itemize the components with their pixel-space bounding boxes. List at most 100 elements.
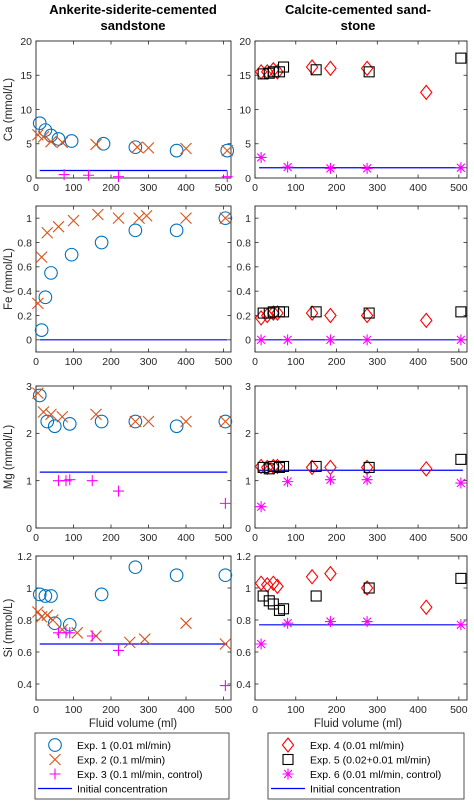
data-point-s3-4 xyxy=(455,162,467,174)
legend-marker-1 xyxy=(281,737,295,753)
y-tick-label: 0.6 xyxy=(236,262,251,274)
data-point-s2-0 xyxy=(31,387,44,399)
data-point-s2-4 xyxy=(67,214,80,227)
y-tick-label: 0.6 xyxy=(236,647,251,659)
y-tick-label: 3 xyxy=(245,381,251,393)
data-point-s3-1 xyxy=(282,334,294,346)
data-point-s1-6 xyxy=(360,60,374,77)
data-point-s1-5-shape xyxy=(128,223,143,238)
data-point-s1-2-shape xyxy=(44,266,58,280)
y-tick-label: 0.4 xyxy=(236,286,251,298)
data-point-s2-7 xyxy=(180,142,192,155)
data-point-s1-6-shape xyxy=(128,140,143,155)
data-point-s1-8 xyxy=(218,568,233,583)
data-point-s2-6 xyxy=(363,461,375,473)
data-point-s3-0 xyxy=(255,638,267,650)
data-point-s2-0 xyxy=(31,606,44,618)
data-point-s2-3-shape xyxy=(52,220,65,233)
data-point-s2-2-shape xyxy=(41,609,54,622)
data-point-s1-4-shape xyxy=(305,568,319,585)
x-tick-label: 300 xyxy=(369,704,387,716)
data-point-s3-3 xyxy=(361,334,373,346)
data-point-s2-3-shape xyxy=(273,604,286,616)
data-point-s2-0 xyxy=(31,297,44,310)
data-point-s1-2 xyxy=(267,575,280,592)
x-tick-label: 200 xyxy=(102,356,120,368)
data-point-s1-5 xyxy=(324,60,337,77)
data-point-s2-7-shape xyxy=(455,572,467,584)
data-point-s2-3 xyxy=(273,604,286,616)
data-point-s3-2 xyxy=(324,616,336,628)
data-point-s2-5-shape xyxy=(91,208,104,221)
data-point-s1-3-shape xyxy=(51,132,66,146)
y-tick-label: 15 xyxy=(20,70,32,82)
data-point-s2-6 xyxy=(363,582,375,594)
data-point-s1-7 xyxy=(419,460,433,477)
y-axis-label: Mg (mmol/L) xyxy=(3,425,15,490)
y-tick-label: 5 xyxy=(245,139,251,151)
data-point-s1-4 xyxy=(94,235,109,250)
column-title-right-line1: Calcite-cemented sand- xyxy=(285,2,431,17)
y-tick-label: 20 xyxy=(239,36,251,48)
data-point-s1-5 xyxy=(324,565,337,582)
data-point-s2-7 xyxy=(455,453,467,465)
data-point-s3-3 xyxy=(86,475,98,487)
data-point-s1-1-shape xyxy=(38,589,53,603)
x-tick-label: 400 xyxy=(409,532,427,544)
y-tick-label: 3 xyxy=(26,381,32,393)
x-tick-label: 500 xyxy=(450,356,468,368)
x-tick-label: 300 xyxy=(369,356,387,368)
data-point-s2-7-shape xyxy=(455,453,467,465)
data-point-s2-5-shape xyxy=(310,64,322,76)
data-point-s3-2 xyxy=(324,334,336,346)
legend-marker-2 xyxy=(49,753,61,766)
data-point-s1-3-shape xyxy=(271,305,284,321)
y-tick-label: 0.8 xyxy=(236,237,251,249)
data-point-s1-3 xyxy=(51,132,66,146)
data-point-s2-5 xyxy=(71,626,84,639)
data-point-s1-7 xyxy=(218,211,233,226)
legend-label-4: Initial concentration xyxy=(310,784,401,796)
data-point-s2-5 xyxy=(310,590,322,602)
data-point-s2-4 xyxy=(277,306,290,318)
data-point-s2-6-shape xyxy=(363,461,375,473)
data-point-s2-4 xyxy=(277,460,290,473)
data-point-s3-0-shape xyxy=(255,151,267,163)
data-point-s2-7 xyxy=(123,636,136,649)
data-point-s2-4-shape xyxy=(67,214,80,227)
data-point-s3-4-shape xyxy=(455,477,467,489)
y-tick-label: 10 xyxy=(20,104,32,116)
data-point-s1-7 xyxy=(419,312,433,329)
data-point-s1-4 xyxy=(305,305,319,321)
data-point-s2-5 xyxy=(131,141,144,154)
data-point-s3-4-shape xyxy=(113,485,124,497)
x-tick-label: 100 xyxy=(287,356,305,368)
y-tick-label: 15 xyxy=(239,70,251,82)
x-tick-label: 300 xyxy=(140,704,158,716)
chart-panel-Fe-left: 0 100 200 300 400 500 0 0.2 0.4 0.6 0.8 1 Fe (mmol/L… xyxy=(3,205,233,368)
data-point-s3-3-shape xyxy=(361,162,373,174)
data-point-s1-0 xyxy=(32,388,47,403)
data-point-s2-5 xyxy=(91,208,104,221)
data-point-s2-4-shape xyxy=(277,306,290,318)
data-point-s1-6-shape xyxy=(169,223,184,238)
x-tick-label: 100 xyxy=(65,704,83,716)
data-point-s3-3 xyxy=(361,162,373,174)
data-point-s1-8 xyxy=(220,143,235,158)
data-point-s1-6 xyxy=(128,140,143,155)
data-point-s3-2-shape xyxy=(324,162,336,174)
x-tick-label: 400 xyxy=(177,356,195,368)
data-point-s1-4-shape xyxy=(305,305,319,321)
data-point-s3-4-shape xyxy=(455,619,467,631)
data-point-s3-3-shape xyxy=(361,334,373,346)
x-axis-label-left: Fluid volume (ml) xyxy=(89,718,177,730)
data-point-s1-6-shape xyxy=(128,560,143,575)
data-point-s1-6-shape xyxy=(360,580,374,596)
x-tick-label: 500 xyxy=(450,704,468,716)
data-point-s3-1-shape xyxy=(83,169,94,181)
data-point-s1-7-shape xyxy=(419,312,433,329)
data-point-s2-5-shape xyxy=(310,590,322,602)
data-point-s2-8 xyxy=(221,144,234,157)
plot-area xyxy=(35,40,232,179)
